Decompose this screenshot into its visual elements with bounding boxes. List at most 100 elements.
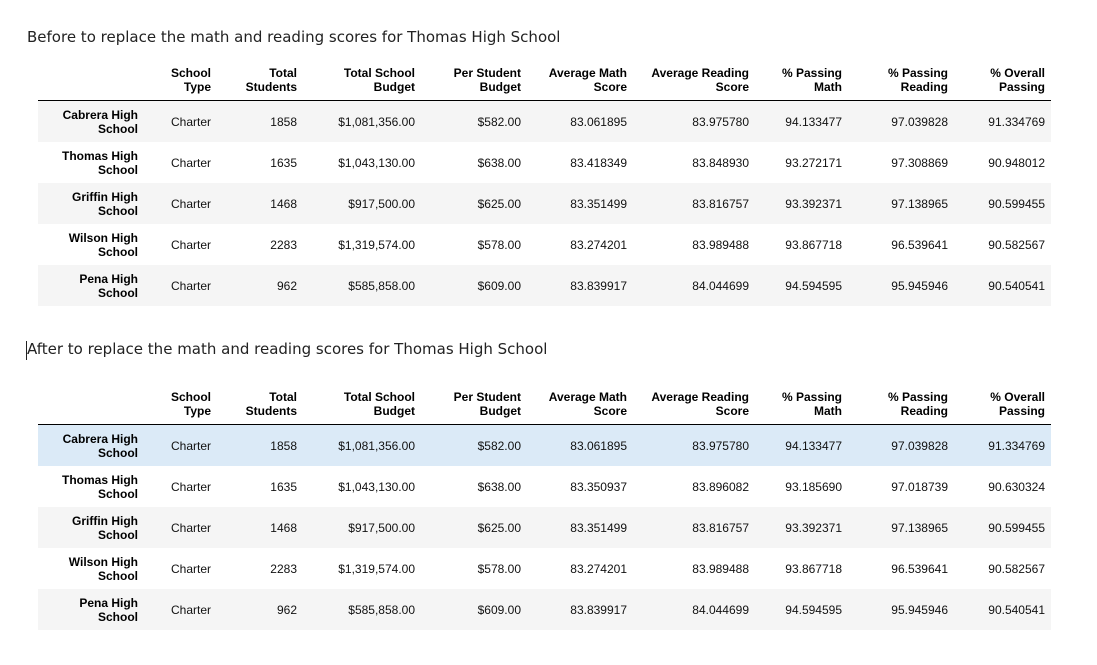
header-line: Average Reading	[651, 66, 749, 80]
header-line: Score	[715, 404, 749, 418]
header-line: Total School	[343, 390, 415, 404]
cell-per-student-budget: $578.00	[477, 561, 521, 576]
header-total-students: Total Students	[217, 386, 303, 425]
table-row-hovered[interactable]: Cabrera High School Charter 1858 $1,081,3…	[38, 424, 1051, 467]
cell-overall-passing: 90.599455	[988, 520, 1045, 535]
caption-after[interactable]: After to replace the math and reading sc…	[25, 340, 548, 360]
cell-total-school-budget: $1,043,130.00	[338, 155, 415, 170]
school-name-line: Thomas High	[61, 148, 138, 163]
row-school-name: Wilson High School	[38, 548, 144, 589]
cell-passing-reading: 96.539641	[891, 561, 948, 576]
cell-total-students: 1635	[270, 479, 297, 494]
cell-passing-math: 94.594595	[785, 278, 842, 293]
cell-total-students: 1468	[270, 520, 297, 535]
cell-passing-reading: 97.308869	[891, 155, 948, 170]
cell-school-type: Charter	[170, 438, 211, 453]
cell-average-reading-score: 83.975780	[692, 114, 749, 129]
cell-average-math-score: 83.350937	[570, 479, 627, 494]
header-line: Type	[183, 80, 211, 94]
cell-school-type: Charter	[170, 237, 211, 252]
table-row: Wilson High School Charter 2283 $1,319,57…	[38, 548, 1051, 589]
school-name-line: School	[97, 486, 138, 501]
cell-average-math-score: 83.274201	[570, 561, 627, 576]
header-line: Reading	[900, 80, 948, 94]
school-name-line: School	[97, 285, 138, 300]
cell-average-reading-score: 84.044699	[692, 278, 749, 293]
cell-passing-math: 93.392371	[785, 196, 842, 211]
cell-per-student-budget: $625.00	[477, 520, 521, 535]
school-name-line: School	[97, 568, 138, 583]
header-line: % Passing	[887, 390, 948, 404]
header-line: Budget	[373, 80, 415, 94]
school-name-line: Cabrera High	[62, 107, 138, 122]
cell-average-math-score: 83.061895	[570, 438, 627, 453]
header-average-reading-score: Average Reading Score	[633, 62, 755, 101]
cell-school-type: Charter	[170, 561, 211, 576]
cell-average-math-score: 83.351499	[570, 196, 627, 211]
cell-total-students: 1468	[270, 196, 297, 211]
cell-school-type: Charter	[170, 602, 211, 617]
table-row: Griffin High School Charter 1468 $917,500…	[38, 507, 1051, 548]
cell-passing-reading: 97.018739	[891, 479, 948, 494]
school-name-line: Wilson High	[68, 554, 138, 569]
cell-total-school-budget: $1,319,574.00	[338, 237, 415, 252]
table-row: Pena High School Charter 962 $585,858.00 …	[38, 589, 1051, 630]
cell-average-reading-score: 83.816757	[692, 520, 749, 535]
school-name-line: School	[97, 244, 138, 259]
cell-average-reading-score: 83.896082	[692, 479, 749, 494]
row-school-name: Pena High School	[38, 589, 144, 630]
cell-passing-reading: 97.138965	[891, 520, 948, 535]
table-after: School Type Total Students Total School Bud…	[38, 386, 1051, 630]
header-line: Per Student	[453, 390, 521, 404]
cell-total-students: 2283	[270, 237, 297, 252]
header-overall-passing: % Overall Passing	[954, 62, 1051, 101]
cell-per-student-budget: $638.00	[477, 479, 521, 494]
header-line: % Overall	[990, 390, 1045, 404]
header-line: % Passing	[887, 66, 948, 80]
cell-average-math-score: 83.274201	[570, 237, 627, 252]
header-row: School Type Total Students Total School Bud…	[38, 386, 1051, 425]
header-line: Reading	[900, 404, 948, 418]
cell-school-type: Charter	[170, 114, 211, 129]
cell-average-reading-score: 83.989488	[692, 237, 749, 252]
cell-school-type: Charter	[170, 155, 211, 170]
school-name-line: Griffin High	[72, 513, 138, 528]
header-line: Total	[269, 66, 297, 80]
header-line: School	[170, 66, 211, 80]
cell-average-math-score: 83.061895	[570, 114, 627, 129]
header-line: Score	[593, 80, 627, 94]
table-before-container: School Type Total Students Total School Bud…	[38, 62, 1051, 306]
cell-total-students: 962	[276, 278, 297, 293]
cell-passing-reading: 95.945946	[891, 278, 948, 293]
header-line: Budget	[479, 404, 521, 418]
cell-overall-passing: 90.630324	[988, 479, 1045, 494]
row-school-name: Wilson High School	[38, 224, 144, 265]
table-row: Thomas High School Charter 1635 $1,043,13…	[38, 466, 1051, 507]
cell-total-school-budget: $1,081,356.00	[338, 114, 415, 129]
header-line: % Overall	[990, 66, 1045, 80]
school-name-line: School	[97, 162, 138, 177]
header-line: Passing	[998, 80, 1045, 94]
school-name-line: Cabrera High	[62, 431, 138, 446]
cell-passing-math: 93.867718	[785, 237, 842, 252]
cell-per-student-budget: $609.00	[477, 602, 521, 617]
cell-total-students: 1635	[270, 155, 297, 170]
cell-average-math-score: 83.839917	[570, 602, 627, 617]
cell-average-reading-score: 83.975780	[692, 438, 749, 453]
table-row: Griffin High School Charter 1468 $917,500…	[38, 183, 1051, 224]
row-school-name: Cabrera High School	[38, 425, 144, 467]
cell-per-student-budget: $609.00	[477, 278, 521, 293]
header-passing-math: % Passing Math	[755, 386, 848, 425]
row-school-name: Griffin High School	[38, 183, 144, 224]
cell-passing-reading: 97.039828	[891, 438, 948, 453]
header-line: Type	[183, 404, 211, 418]
header-average-reading-score: Average Reading Score	[633, 386, 755, 425]
cell-total-students: 1858	[270, 438, 297, 453]
header-line: Math	[814, 404, 842, 418]
cell-passing-math: 94.133477	[785, 438, 842, 453]
header-line: Passing	[998, 404, 1045, 418]
header-line: Average Math	[548, 390, 627, 404]
cell-average-math-score: 83.839917	[570, 278, 627, 293]
cell-passing-math: 93.392371	[785, 520, 842, 535]
cell-school-type: Charter	[170, 520, 211, 535]
